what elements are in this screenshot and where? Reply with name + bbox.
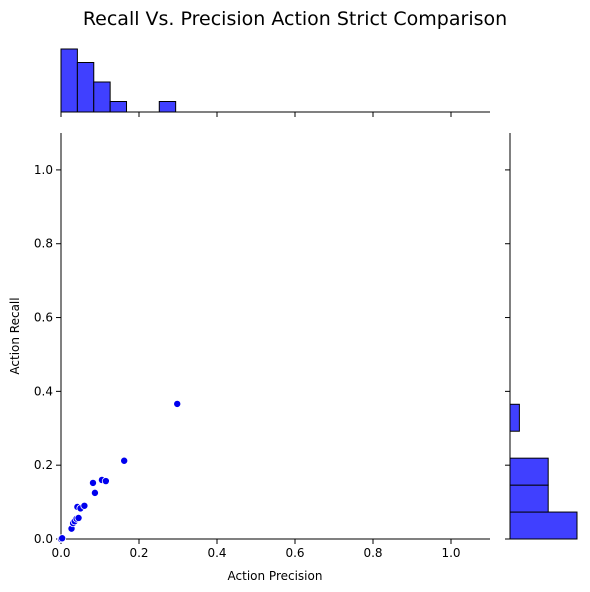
- right-marginal-histogram: [505, 133, 578, 540]
- right-hist-bar: [509, 403, 520, 432]
- right-hist-bar: [509, 484, 549, 513]
- scatter-point: [120, 456, 129, 465]
- right-hist-bar: [509, 511, 578, 540]
- chart-title: Recall Vs. Precision Action Strict Compa…: [83, 8, 507, 30]
- scatter-point: [58, 534, 67, 543]
- scatter-point: [80, 501, 89, 510]
- x-tick-label: 0.8: [363, 546, 382, 560]
- top-marginal-histogram: [60, 48, 490, 117]
- x-tick-label: 1.0: [441, 546, 460, 560]
- y-tick-label: 0.0: [34, 532, 53, 546]
- x-tick-label: 0.0: [51, 546, 70, 560]
- top-hist-bar: [158, 101, 177, 113]
- y-tick-label: 0.4: [34, 384, 53, 398]
- x-tick-label: 0.4: [207, 546, 226, 560]
- right-hist-bar: [509, 457, 549, 486]
- y-axis-label: Action Recall: [8, 297, 22, 374]
- scatter-point: [88, 478, 97, 487]
- y-tick-label: 1.0: [34, 163, 53, 177]
- top-hist-bar: [93, 81, 111, 113]
- scatter-axes: 0.0 0.2 0.4 0.6 0.8 1.0 0.0 0.2 0.4 0.6 0.8 1.0: [34, 133, 490, 560]
- scatter-point: [173, 399, 182, 408]
- scatter-point: [74, 513, 83, 522]
- top-hist-bar: [60, 48, 78, 113]
- y-tick-label: 0.2: [34, 458, 53, 472]
- scatter-points: [57, 399, 182, 544]
- top-hist-bar: [76, 62, 95, 113]
- x-axis-label: Action Precision: [228, 569, 323, 583]
- x-tick-label: 0.6: [285, 546, 304, 560]
- y-tick-label: 0.6: [34, 311, 53, 325]
- top-hist-bar: [109, 101, 128, 113]
- scatter-point: [90, 488, 99, 497]
- scatter-point: [101, 477, 110, 486]
- x-tick-label: 0.2: [129, 546, 148, 560]
- y-tick-label: 0.8: [34, 237, 53, 251]
